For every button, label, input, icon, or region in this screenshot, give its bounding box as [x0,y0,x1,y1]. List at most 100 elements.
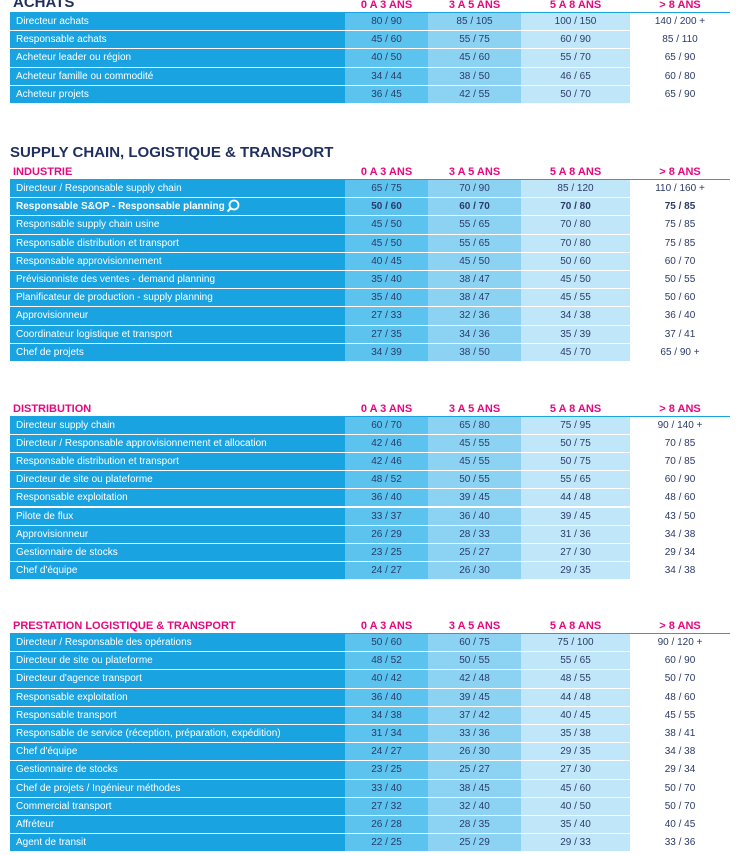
salary-cell: 25 / 27 [428,761,521,780]
header-rule [10,415,730,417]
salary-cell: 70 / 80 [521,198,630,217]
salary-cell: 45 / 55 [428,453,521,472]
salary-cell: 45 / 50 [345,216,428,235]
salary-cell: 27 / 33 [345,307,428,326]
salary-cell: 50 / 70 [521,85,630,104]
salary-cell: 70 / 85 [630,453,730,472]
salary-cell: 35 / 38 [521,725,630,744]
search-icon[interactable] [226,199,240,213]
salary-cell: 42 / 48 [428,670,521,689]
row-label: Pilote de flux [10,507,345,526]
salary-cell: 60 / 90 [630,471,730,490]
salary-cell: 28 / 33 [428,525,521,544]
salary-cell: 70 / 80 [521,234,630,253]
column-header: 3 A 5 ANS [448,620,501,632]
salary-cell: 39 / 45 [428,688,521,707]
row-label: Acheteur projets [10,85,345,104]
row-label: Gestionnaire de stocks [10,761,345,780]
salary-cell: 60 / 70 [345,417,428,436]
row-label: Responsable supply chain usine [10,216,345,235]
salary-cell: 38 / 47 [428,271,521,290]
salary-cell: 26 / 29 [345,525,428,544]
salary-cell: 50 / 55 [630,271,730,290]
salary-cell: 70 / 80 [521,216,630,235]
salary-cell: 50 / 60 [630,289,730,308]
column-header: 5 A 8 ANS [549,166,602,178]
salary-cell: 50 / 55 [428,652,521,671]
row-label: Directeur supply chain [10,417,345,436]
column-header: 3 A 5 ANS [448,0,501,11]
salary-cell: 60 / 70 [630,252,730,271]
row-label: Agent de transit [10,834,345,853]
salary-cell: 55 / 65 [428,216,521,235]
salary-cell: 75 / 85 [630,216,730,235]
salary-cell: 48 / 60 [630,688,730,707]
column-header: 3 A 5 ANS [448,403,501,415]
column-header: 5 A 8 ANS [549,403,602,415]
salary-cell: 25 / 27 [428,543,521,562]
row-label: Responsable exploitation [10,688,345,707]
row-label: Chef d'équipe [10,743,345,762]
row-label: Directeur / Responsable des opérations [10,634,345,653]
salary-cell: 34 / 44 [345,67,428,86]
salary-cell: 40 / 45 [521,706,630,725]
salary-cell: 70 / 85 [630,435,730,454]
row-label: Gestionnaire de stocks [10,543,345,562]
salary-cell: 43 / 50 [630,507,730,526]
row-label: Responsable transport [10,706,345,725]
salary-cell: 34 / 36 [428,325,521,344]
salary-cell: 23 / 25 [345,761,428,780]
salary-cell: 48 / 55 [521,670,630,689]
column-header: 0 A 3 ANS [360,166,413,178]
section-title: SUPPLY CHAIN, LOGISTIQUE & TRANSPORT [10,144,334,161]
salary-cell: 100 / 150 [521,13,630,32]
salary-cell: 24 / 27 [345,561,428,580]
salary-cell: 31 / 34 [345,725,428,744]
salary-cell: 90 / 140 + [630,417,730,436]
row-label: Acheteur leader ou région [10,49,345,68]
salary-cell: 60 / 75 [428,634,521,653]
salary-cell: 25 / 29 [428,834,521,853]
salary-cell: 37 / 42 [428,706,521,725]
salary-cell: 35 / 40 [345,271,428,290]
salary-cell: 90 / 120 + [630,634,730,653]
salary-cell: 45 / 70 [521,343,630,362]
row-label: Directeur de site ou plateforme [10,471,345,490]
salary-cell: 45 / 55 [521,289,630,308]
salary-cell: 40 / 45 [630,816,730,835]
row-label: Directeur / Responsable supply chain [10,180,345,199]
row-label: Directeur / Responsable approvisionnemen… [10,435,345,454]
column-header: 0 A 3 ANS [360,403,413,415]
column-header: > 8 ANS [659,166,701,178]
salary-cell: 48 / 52 [345,652,428,671]
column-header: 5 A 8 ANS [549,620,602,632]
salary-cell: 50 / 70 [630,779,730,798]
salary-cell: 45 / 60 [345,31,428,50]
salary-cell: 60 / 80 [630,67,730,86]
salary-cell: 42 / 46 [345,453,428,472]
salary-cell: 31 / 36 [521,525,630,544]
salary-cell: 23 / 25 [345,543,428,562]
salary-cell: 29 / 34 [630,761,730,780]
salary-cell: 27 / 30 [521,761,630,780]
salary-cell: 65 / 90 [630,85,730,104]
header-rule [10,178,730,180]
header-rule [10,11,730,13]
salary-cell: 75 / 85 [630,198,730,217]
table-label: PRESTATION LOGISTIQUE & TRANSPORT [13,620,236,632]
row-label: Chef d'équipe [10,561,345,580]
salary-cell: 45 / 60 [521,779,630,798]
row-label: Commercial transport [10,797,345,816]
column-header: > 8 ANS [659,620,701,632]
salary-cell: 45 / 60 [428,49,521,68]
salary-cell: 50 / 60 [345,634,428,653]
salary-cell: 26 / 30 [428,561,521,580]
salary-cell: 34 / 38 [345,706,428,725]
salary-cell: 39 / 45 [521,507,630,526]
salary-cell: 36 / 40 [428,507,521,526]
salary-cell: 36 / 45 [345,85,428,104]
salary-cell: 40 / 50 [521,797,630,816]
salary-cell: 34 / 39 [345,343,428,362]
salary-cell: 55 / 70 [521,49,630,68]
salary-cell: 42 / 46 [345,435,428,454]
